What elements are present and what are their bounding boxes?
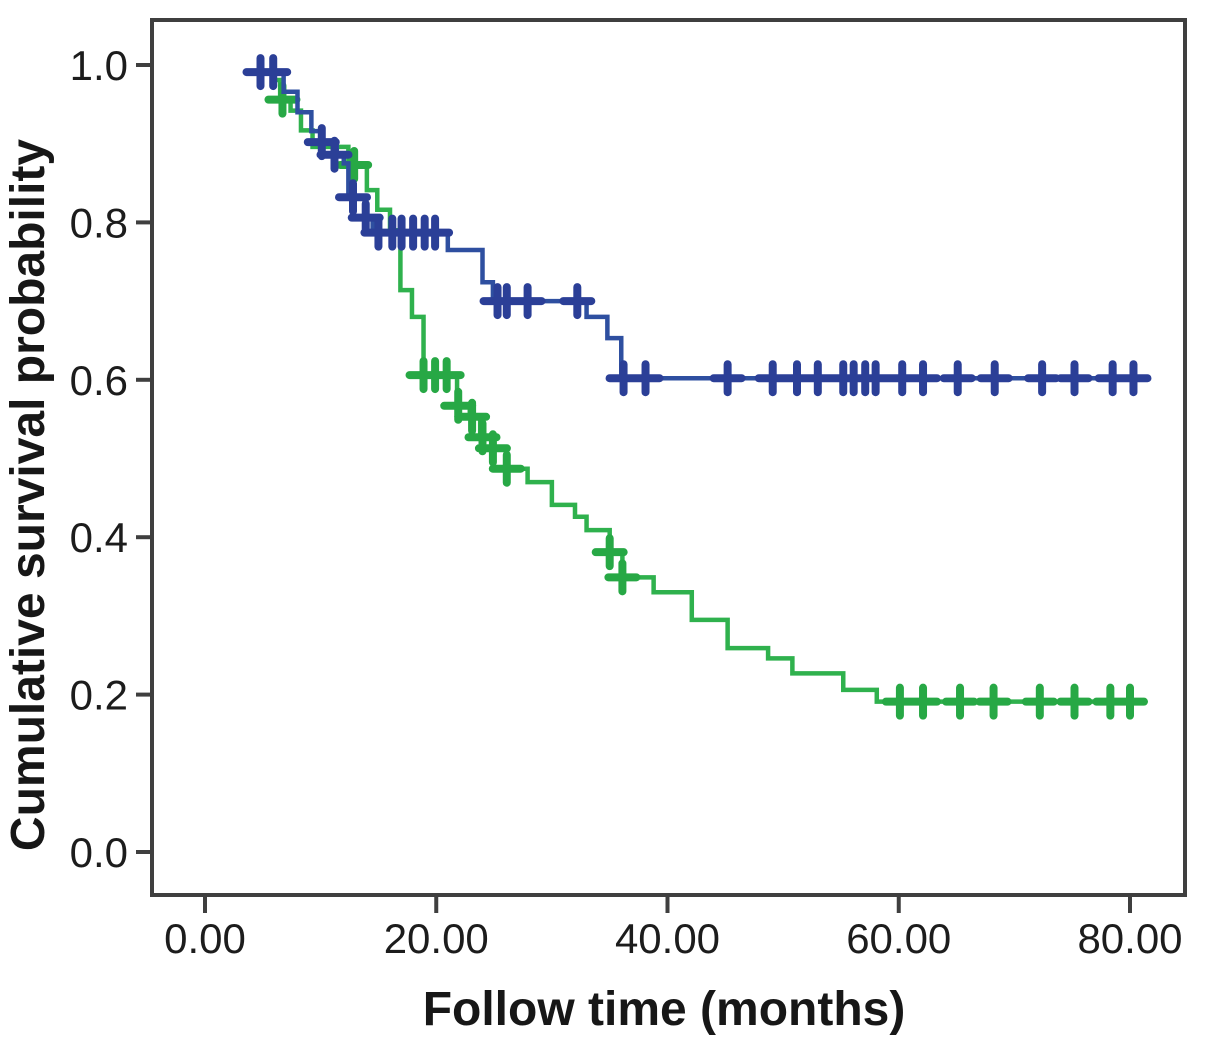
x-tick-label: 60.00 [846,915,951,962]
axis-ticks [136,63,1132,913]
x-tick-label: 40.00 [615,915,720,962]
plot-frame [150,18,1187,897]
y-tick-label: 0.0 [70,829,128,876]
censor-marks-group-blue [242,54,1152,397]
x-tick-label: 20.00 [384,915,489,962]
survival-curves [242,54,1152,720]
y-axis-title: Cumulative survival probability [2,139,55,852]
y-tick-label: 1.0 [70,42,128,89]
y-tick-label: 0.4 [70,514,128,561]
y-tick-label: 0.2 [70,672,128,719]
x-axis-title: Follow time (months) [423,983,906,1036]
censor-marks-group-green [264,81,1148,720]
x-tick-label: 80.00 [1077,915,1182,962]
survival-curve-group-green [275,77,1146,704]
y-tick-label: 0.8 [70,199,128,246]
y-tick-label: 0.6 [70,357,128,404]
x-tick-label: 0.00 [164,915,246,962]
axis-tick-labels: 0.00 20.00 40.00 60.00 80.00 1.0 0.8 0.6 0.4 0.2 0… [70,42,1183,962]
